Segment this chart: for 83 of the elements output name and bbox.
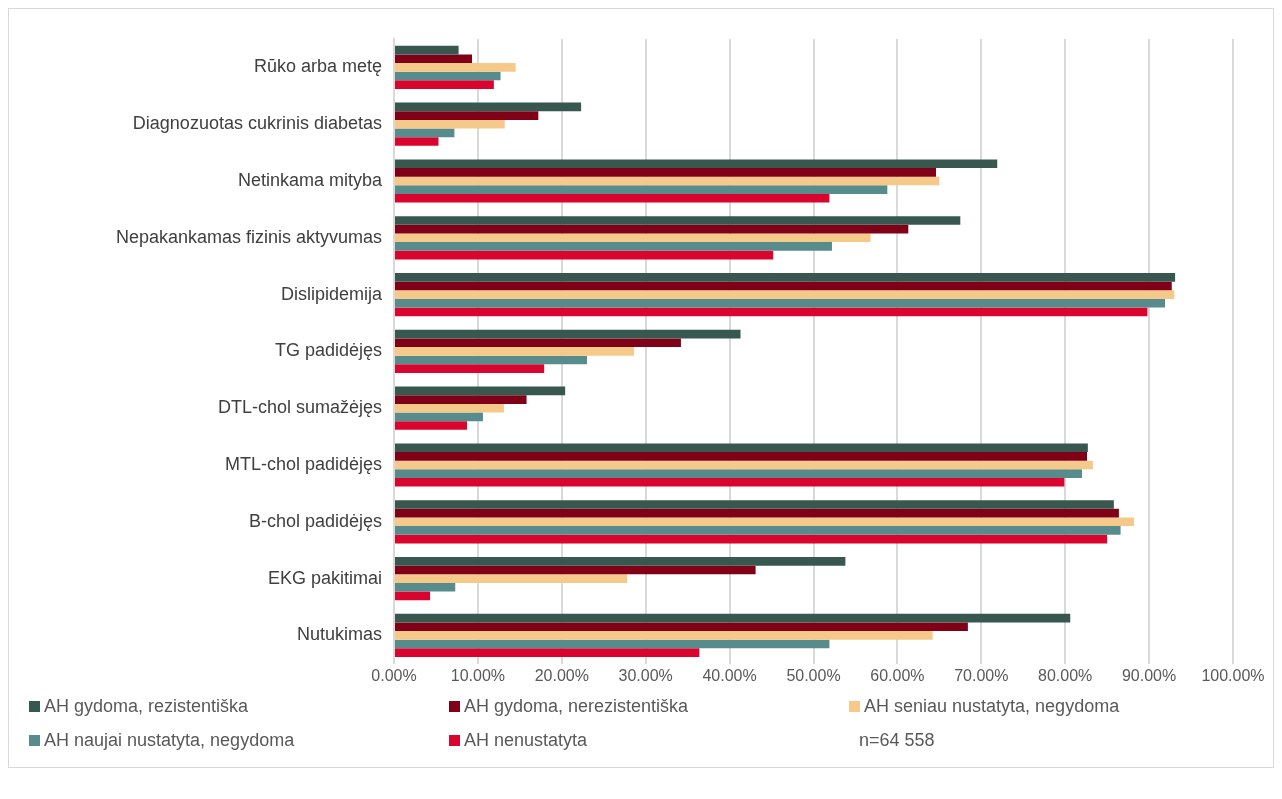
legend-label: AH seniau nustatyta, negydoma: [864, 695, 1120, 717]
x-tick-label: 40.00%: [702, 666, 757, 684]
x-tick-label: 10.00%: [450, 666, 506, 684]
bar: [395, 386, 566, 396]
y-tick-label: Netinkama mityba: [237, 169, 383, 190]
bar: [395, 631, 933, 640]
bar: [395, 298, 1166, 308]
legend-label: AH nenustatyta: [464, 729, 588, 751]
bar: [395, 193, 830, 203]
y-tick-label: EKG pakitimai: [267, 567, 382, 588]
bar: [395, 469, 1082, 478]
x-tick-label: 90.00%: [1121, 666, 1177, 684]
legend-label: AH gydoma, nerezistentiška: [464, 695, 689, 717]
bar: [395, 224, 909, 234]
bar: [395, 355, 587, 365]
bar: [395, 403, 504, 413]
y-tick-label: Nepakankamas fizinis aktyvumas: [115, 226, 382, 247]
x-tick-label: 100.00%: [1201, 666, 1265, 684]
bar: [395, 452, 1088, 461]
bar: [395, 168, 936, 177]
bar: [395, 216, 961, 225]
bar: [395, 364, 545, 373]
bar: [395, 639, 830, 649]
bar: [395, 128, 455, 138]
y-tick-label: B-chol padidėjęs: [248, 510, 382, 531]
bar: [395, 622, 968, 632]
bar: [395, 421, 467, 430]
bar: [395, 591, 431, 601]
bar: [395, 45, 459, 55]
bar: [395, 250, 774, 260]
bar: [395, 307, 1148, 317]
y-tick-label: MTL-chol padidėjęs: [224, 453, 382, 474]
y-tick-label: Dislipidemija: [280, 283, 383, 304]
x-tick-label: 60.00%: [870, 666, 925, 684]
bar: [395, 565, 756, 575]
x-tick-label: 80.00%: [1038, 666, 1093, 684]
bar: [395, 176, 940, 186]
y-tick-label: DTL-chol sumažėjęs: [217, 397, 382, 418]
y-tick-label: Diagnozuotas cukrinis diabetas: [132, 113, 382, 134]
y-tick-label: TG padidėjęs: [274, 340, 382, 361]
bar: [395, 395, 527, 404]
bar: [395, 329, 741, 339]
bar: [395, 526, 1121, 535]
x-tick-label: 70.00%: [954, 666, 1009, 684]
legend-label: AH naujai nustatyta, negydoma: [44, 729, 295, 751]
bar: [395, 477, 1065, 487]
bar: [395, 648, 700, 657]
bar: [395, 281, 1172, 291]
bar: [395, 534, 1108, 544]
bar: [395, 508, 1119, 518]
bar: [395, 582, 456, 592]
bar: [395, 119, 505, 129]
bar: [395, 137, 439, 146]
x-tick-label: 30.00%: [618, 666, 673, 684]
bar: [395, 71, 501, 81]
bar: [395, 443, 1088, 453]
y-tick-label: Rūko arba metę: [253, 56, 382, 77]
bar: [395, 159, 998, 169]
bar: [395, 233, 871, 243]
bar: [395, 347, 634, 356]
bar: [395, 80, 494, 89]
bar: [395, 517, 1134, 527]
bar: [395, 574, 628, 583]
bar: [395, 102, 582, 112]
bar: [395, 242, 832, 251]
text: n=64 558: [858, 728, 936, 752]
bar: [395, 185, 888, 194]
legend-label: AH gydoma, rezistentiška: [44, 695, 249, 717]
bar: [395, 273, 1176, 282]
y-tick-label: Nutukimas: [296, 624, 382, 645]
bar: [395, 557, 846, 566]
bar: [395, 412, 483, 422]
bar: [395, 111, 539, 120]
x-tick-label: 0.00%: [371, 666, 417, 684]
bar: [395, 54, 473, 64]
bar: [395, 500, 1114, 509]
x-tick-label: 50.00%: [786, 666, 841, 684]
bar: [395, 290, 1175, 299]
bar: [395, 63, 516, 72]
bar: [395, 338, 681, 348]
x-tick-label: 20.00%: [534, 666, 589, 684]
bar: [395, 613, 1071, 623]
bar: [395, 460, 1093, 470]
